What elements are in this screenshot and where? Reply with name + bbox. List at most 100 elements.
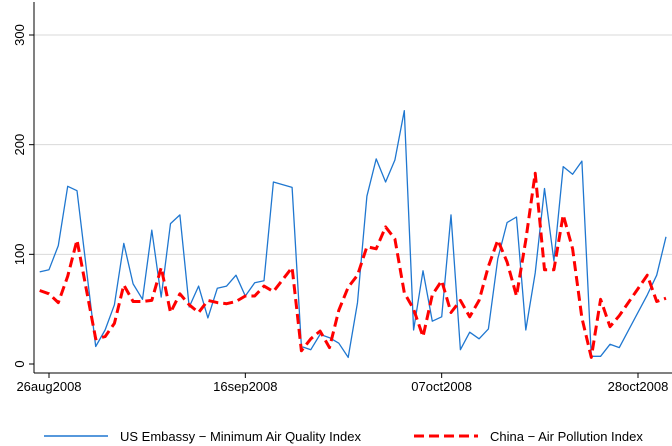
data-point-0 bbox=[151, 230, 152, 231]
series-line-1 bbox=[39, 171, 667, 359]
data-point-0 bbox=[105, 329, 106, 330]
data-point-1 bbox=[394, 238, 395, 239]
data-point-1 bbox=[497, 240, 498, 241]
data-point-1 bbox=[348, 287, 349, 288]
legend: US Embassy − Minimum Air Quality Index C… bbox=[44, 429, 643, 444]
data-point-0 bbox=[217, 288, 218, 289]
data-point-1 bbox=[572, 248, 573, 249]
data-point-1 bbox=[48, 293, 49, 294]
data-point-1 bbox=[133, 301, 134, 302]
data-point-1 bbox=[254, 295, 255, 296]
data-point-0 bbox=[600, 356, 601, 357]
data-point-1 bbox=[67, 276, 68, 277]
data-point-0 bbox=[58, 245, 59, 246]
data-point-0 bbox=[469, 332, 470, 333]
data-point-1 bbox=[479, 300, 480, 301]
data-point-0 bbox=[179, 214, 180, 215]
data-point-0 bbox=[95, 346, 96, 347]
data-point-1 bbox=[535, 173, 536, 174]
data-point-1 bbox=[665, 298, 666, 299]
data-point-1 bbox=[301, 350, 302, 351]
data-point-1 bbox=[235, 301, 236, 302]
data-point-0 bbox=[535, 272, 536, 273]
data-point-0 bbox=[450, 214, 451, 215]
data-point-1 bbox=[404, 292, 405, 293]
data-point-1 bbox=[553, 269, 554, 270]
legend-label-us-embassy: US Embassy − Minimum Air Quality Index bbox=[120, 429, 361, 444]
data-point-1 bbox=[179, 293, 180, 294]
data-point-0 bbox=[460, 349, 461, 350]
data-point-1 bbox=[329, 347, 330, 348]
data-point-1 bbox=[516, 295, 517, 296]
data-point-0 bbox=[413, 329, 414, 330]
data-point-0 bbox=[76, 190, 77, 191]
data-point-1 bbox=[95, 338, 96, 339]
data-point-1 bbox=[385, 226, 386, 227]
data-point-1 bbox=[450, 312, 451, 313]
data-point-1 bbox=[469, 316, 470, 317]
data-point-1 bbox=[609, 326, 610, 327]
data-point-1 bbox=[619, 315, 620, 316]
legend-label-china: China − Air Pollution Index bbox=[490, 429, 643, 444]
data-point-1 bbox=[507, 261, 508, 262]
data-point-1 bbox=[151, 300, 152, 301]
data-point-1 bbox=[189, 304, 190, 305]
data-point-0 bbox=[263, 280, 264, 281]
data-point-1 bbox=[525, 240, 526, 241]
data-point-1 bbox=[413, 309, 414, 310]
series-line-0 bbox=[39, 110, 667, 359]
data-point-0 bbox=[320, 334, 321, 335]
data-point-0 bbox=[39, 271, 40, 272]
data-point-0 bbox=[572, 174, 573, 175]
data-point-1 bbox=[460, 300, 461, 301]
data-point-1 bbox=[310, 338, 311, 339]
data-point-0 bbox=[67, 186, 68, 187]
data-point-0 bbox=[198, 286, 199, 287]
data-point-1 bbox=[170, 312, 171, 313]
data-point-0 bbox=[114, 304, 115, 305]
data-point-0 bbox=[207, 317, 208, 318]
data-point-1 bbox=[357, 275, 358, 276]
data-point-0 bbox=[591, 356, 592, 357]
data-point-0 bbox=[357, 302, 358, 303]
data-point-0 bbox=[525, 329, 526, 330]
data-point-0 bbox=[488, 328, 489, 329]
data-point-1 bbox=[544, 269, 545, 270]
axes bbox=[33, 2, 672, 374]
data-point-0 bbox=[161, 297, 162, 298]
data-point-0 bbox=[292, 187, 293, 188]
data-point-0 bbox=[507, 222, 508, 223]
data-point-1 bbox=[647, 275, 648, 276]
x-axis-ticks: 26aug2008 16sep2008 07oct2008 28oct2008 bbox=[16, 373, 668, 394]
data-point-1 bbox=[273, 291, 274, 292]
series-points bbox=[39, 110, 667, 358]
data-point-0 bbox=[432, 321, 433, 322]
y-tick-label: 100 bbox=[12, 243, 27, 265]
data-point-0 bbox=[422, 270, 423, 271]
data-point-1 bbox=[422, 336, 423, 337]
data-point-1 bbox=[563, 214, 564, 215]
data-point-0 bbox=[404, 110, 405, 111]
data-point-1 bbox=[366, 246, 367, 247]
x-tick-label: 16sep2008 bbox=[213, 379, 277, 394]
data-point-0 bbox=[581, 161, 582, 162]
data-point-0 bbox=[189, 306, 190, 307]
data-point-0 bbox=[553, 260, 554, 261]
x-tick-label: 26aug2008 bbox=[16, 379, 81, 394]
data-point-0 bbox=[479, 338, 480, 339]
data-point-1 bbox=[263, 286, 264, 287]
data-point-1 bbox=[142, 301, 143, 302]
data-point-0 bbox=[142, 299, 143, 300]
data-point-0 bbox=[366, 196, 367, 197]
data-point-1 bbox=[581, 317, 582, 318]
data-point-1 bbox=[600, 299, 601, 300]
data-point-0 bbox=[385, 181, 386, 182]
data-point-1 bbox=[320, 331, 321, 332]
data-point-1 bbox=[76, 240, 77, 241]
data-point-0 bbox=[497, 258, 498, 259]
data-point-0 bbox=[301, 346, 302, 347]
y-tick-label: 200 bbox=[12, 134, 27, 156]
data-point-1 bbox=[432, 294, 433, 295]
data-point-0 bbox=[665, 236, 666, 237]
